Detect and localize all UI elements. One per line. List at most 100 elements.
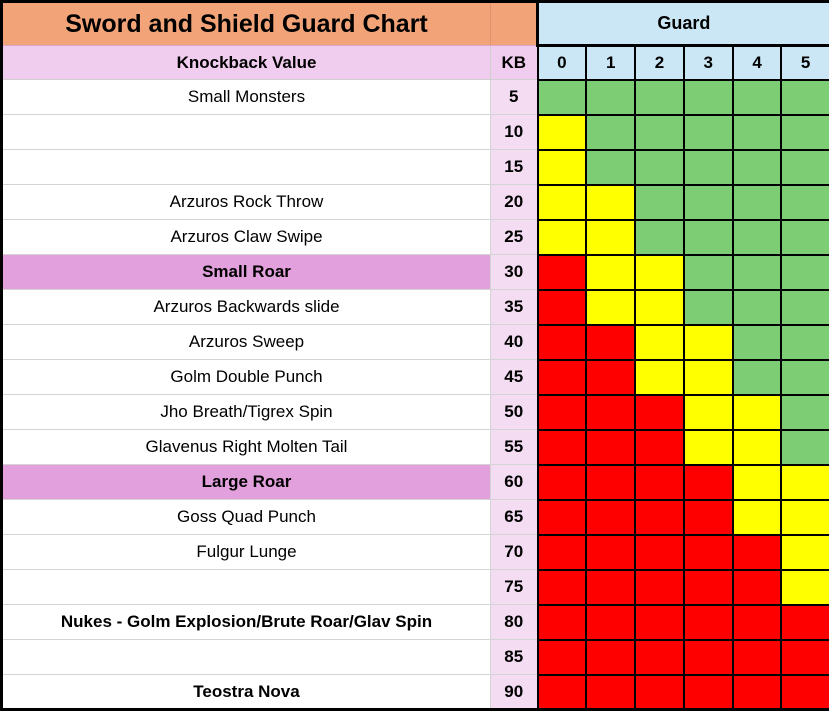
attack-label-cell [2, 640, 491, 675]
guard-result-cell-red [684, 640, 733, 675]
guard-result-cell-green [781, 150, 829, 185]
guard-result-cell-yellow [635, 290, 684, 325]
guard-result-cell-red [586, 430, 635, 465]
guard-result-cell-red [586, 360, 635, 395]
attack-label-cell: Nukes - Golm Explosion/Brute Roar/Glav S… [2, 605, 491, 640]
guard-result-cell-red [635, 465, 684, 500]
kb-value-cell: 35 [491, 290, 538, 325]
guard-result-cell-green [733, 185, 782, 220]
attack-label-cell: Goss Quad Punch [2, 500, 491, 535]
guard-result-cell-yellow [635, 255, 684, 290]
guard-result-cell-yellow [684, 395, 733, 430]
guard-result-cell-green [635, 220, 684, 255]
guard-result-cell-red [538, 535, 587, 570]
guard-result-cell-green [635, 80, 684, 115]
guard-result-cell-red [538, 465, 587, 500]
kb-value-cell: 5 [491, 80, 538, 115]
guard-level-header-2: 2 [635, 46, 684, 80]
kb-value-cell: 55 [491, 430, 538, 465]
guard-level-header-5: 5 [781, 46, 829, 80]
guard-result-cell-green [684, 185, 733, 220]
kb-value-cell: 15 [491, 150, 538, 185]
attack-label-cell: Jho Breath/Tigrex Spin [2, 395, 491, 430]
guard-result-cell-green [586, 150, 635, 185]
guard-result-cell-green [684, 290, 733, 325]
guard-result-cell-green [781, 430, 829, 465]
attack-label-cell: Glavenus Right Molten Tail [2, 430, 491, 465]
guard-result-cell-yellow [781, 500, 829, 535]
guard-result-cell-red [733, 570, 782, 605]
guard-result-cell-red [586, 535, 635, 570]
attack-label-cell [2, 115, 491, 150]
knockback-value-header: Knockback Value [2, 46, 491, 80]
table-row: 15 [2, 150, 829, 185]
guard-result-cell-red [684, 465, 733, 500]
guard-result-cell-green [781, 290, 829, 325]
guard-result-cell-yellow [733, 465, 782, 500]
kb-header: KB [491, 46, 538, 80]
guard-result-cell-green [733, 80, 782, 115]
guard-result-cell-yellow [586, 290, 635, 325]
guard-result-cell-green [538, 80, 587, 115]
table-row: 75 [2, 570, 829, 605]
title-row: Sword and Shield Guard Chart Guard [2, 2, 829, 46]
guard-result-cell-yellow [586, 255, 635, 290]
guard-result-cell-red [538, 675, 587, 710]
guard-result-cell-red [586, 675, 635, 710]
kb-value-cell: 75 [491, 570, 538, 605]
attack-label-cell [2, 150, 491, 185]
guard-result-cell-green [733, 220, 782, 255]
guard-result-cell-red [635, 395, 684, 430]
guard-result-cell-yellow [733, 430, 782, 465]
guard-result-cell-green [733, 325, 782, 360]
attack-label-cell: Small Monsters [2, 80, 491, 115]
guard-result-cell-red [733, 605, 782, 640]
guard-result-cell-green [781, 395, 829, 430]
attack-label-cell: Large Roar [2, 465, 491, 500]
attack-label-cell: Arzuros Sweep [2, 325, 491, 360]
guard-result-cell-red [538, 325, 587, 360]
guard-result-cell-red [538, 570, 587, 605]
guard-result-cell-yellow [781, 465, 829, 500]
guard-result-cell-yellow [781, 535, 829, 570]
guard-result-cell-green [586, 115, 635, 150]
kb-value-cell: 60 [491, 465, 538, 500]
guard-result-cell-red [586, 395, 635, 430]
guard-result-cell-red [733, 675, 782, 710]
guard-result-cell-green [781, 115, 829, 150]
kb-value-cell: 25 [491, 220, 538, 255]
guard-result-cell-red [684, 675, 733, 710]
guard-result-cell-red [586, 570, 635, 605]
guard-result-cell-yellow [586, 185, 635, 220]
kb-value-cell: 90 [491, 675, 538, 710]
guard-result-cell-green [733, 150, 782, 185]
title-spacer-cell [491, 2, 538, 46]
guard-result-cell-red [733, 640, 782, 675]
guard-level-header-4: 4 [733, 46, 782, 80]
guard-result-cell-green [781, 185, 829, 220]
guard-result-cell-red [684, 570, 733, 605]
guard-result-cell-red [635, 535, 684, 570]
guard-result-cell-red [635, 605, 684, 640]
guard-result-cell-red [538, 640, 587, 675]
guard-result-cell-yellow [684, 360, 733, 395]
guard-result-cell-green [684, 150, 733, 185]
guard-result-cell-green [781, 325, 829, 360]
attack-label-cell [2, 570, 491, 605]
column-header-row: Knockback Value KB 0 1 2 3 4 5 [2, 46, 829, 80]
guard-result-cell-red [586, 605, 635, 640]
guard-result-cell-red [684, 605, 733, 640]
kb-value-cell: 70 [491, 535, 538, 570]
guard-result-cell-red [538, 395, 587, 430]
attack-label-cell: Arzuros Rock Throw [2, 185, 491, 220]
guard-result-cell-red [586, 640, 635, 675]
